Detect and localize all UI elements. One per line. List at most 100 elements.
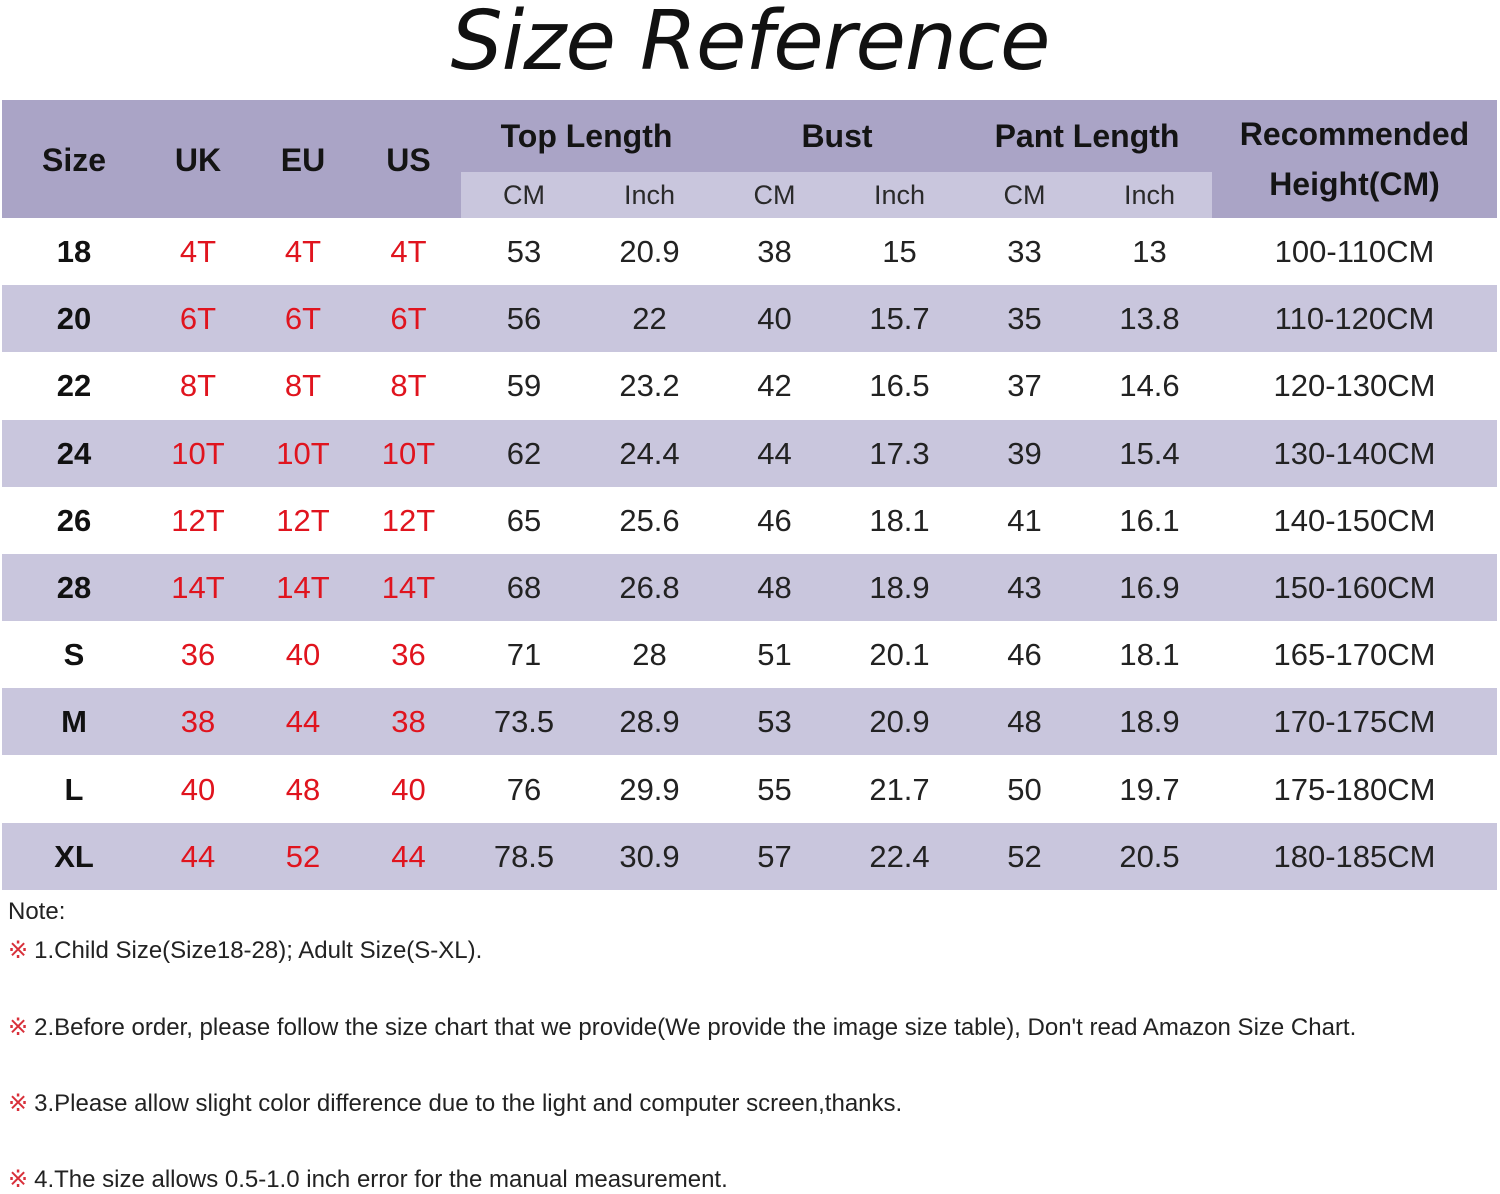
cell-top-cm: 53 [506,234,542,269]
cell-eu: 40 [285,637,321,673]
cell-height: 180-185CM [1273,838,1436,874]
cell-top-cm: 65 [506,502,542,538]
cell-us: 4T [390,234,427,269]
cell-pant-inch: 13 [1132,234,1167,269]
cell-pant-cm: 50 [1007,771,1042,807]
cell-bust-cm: 40 [757,301,792,337]
cell-us: 8T [390,368,427,404]
cell-pant-inch: 16.9 [1119,570,1180,605]
header-uk: UK [174,142,222,178]
cell-us: 44 [391,838,426,874]
cell-bust-inch: 17.3 [869,435,930,471]
note-text: 4.The size allows 0.5-1.0 inch error for… [34,1166,728,1193]
cell-eu: 14T [276,570,330,605]
cell-top-inch: 23.2 [619,368,680,404]
table-row: M 38 44 38 73.5 28.9 53 20.9 48 18.9 170-175CM [2,688,1497,756]
note-text: 2.Before order, please follow the size c… [34,1014,1357,1041]
cell-us: 38 [391,704,426,740]
cell-top-inch: 20.9 [619,234,680,269]
note-item: ※ 1.Child Size(Size18-28); Adult Size(S-X… [8,936,482,965]
cell-size: M [61,704,87,740]
cell-height: 175-180CM [1273,771,1436,807]
cell-uk: 6T [179,301,217,337]
cell-pant-inch: 16.1 [1119,502,1180,538]
cell-top-cm: 71 [506,637,542,673]
cell-top-cm: 73.5 [493,704,555,740]
cell-height: 100-110CM [1274,234,1435,269]
cell-eu: 8T [284,368,322,404]
reference-mark-icon: ※ [8,1090,29,1117]
cell-top-inch: 22 [632,301,667,337]
table-row: 22 8T 8T 8T 59 23.2 42 16.5 37 14.6 120-130CM [2,352,1497,419]
cell-top-inch: 26.8 [619,570,680,605]
cell-top-cm: 56 [506,301,542,337]
cell-bust-cm: 53 [757,704,792,740]
cell-size: 28 [56,570,92,605]
cell-eu: 6T [284,301,322,337]
cell-pant-inch: 20.5 [1119,838,1180,874]
cell-eu: 44 [285,704,321,740]
cell-uk: 40 [180,771,216,807]
cell-size: XL [54,838,94,874]
cell-pant-inch: 18.9 [1119,704,1180,740]
cell-eu: 10T [276,435,330,471]
cell-pant-cm: 48 [1007,704,1042,740]
cell-pant-inch: 18.1 [1119,637,1180,673]
subheader-pant-cm: CM [1003,180,1046,210]
subheader-bust-inch: Inch [873,180,926,210]
cell-top-cm: 78.5 [493,838,555,874]
reference-mark-icon: ※ [8,937,29,964]
table-row: 28 14T 14T 14T 68 26.8 48 18.9 43 16.9 150-160CM [2,554,1497,621]
subheader-band [461,172,1212,218]
cell-bust-cm: 42 [757,368,792,404]
cell-height: 140-150CM [1273,502,1436,538]
cell-height: 165-170CM [1273,637,1436,673]
cell-pant-cm: 37 [1007,368,1042,404]
cell-eu: 4T [284,234,322,269]
header-recommended: Recommended [1239,116,1470,152]
table-row: 24 10T 10T 10T 62 24.4 44 17.3 39 15.4 130-140CM [2,419,1497,487]
subheader-top-inch: Inch [623,180,676,210]
cell-bust-inch: 18.1 [869,502,930,538]
cell-pant-inch: 15.4 [1119,435,1180,471]
header-size: Size [41,142,107,178]
cell-bust-inch: 20.1 [869,637,930,673]
cell-pant-cm: 33 [1007,234,1042,269]
notes-label: Note: [8,898,66,925]
cell-us: 12T [381,502,436,538]
cell-top-inch: 28.9 [619,704,680,740]
header-height: Height(CM) [1269,166,1440,202]
subheader-top-cm: CM [503,180,545,210]
cell-pant-cm: 46 [1007,637,1042,673]
cell-bust-inch: 22.4 [869,838,930,874]
cell-top-inch: 25.6 [619,502,680,538]
cell-pant-cm: 35 [1007,301,1042,337]
cell-size: 18 [56,234,92,269]
cell-eu: 48 [285,771,321,807]
cell-bust-inch: 15.7 [869,301,930,337]
cell-uk: 14T [171,570,225,605]
cell-bust-cm: 46 [757,502,792,538]
cell-size: 20 [56,301,92,337]
subheader-pant-inch: Inch [1123,180,1176,210]
header-bust: Bust [801,118,873,154]
cell-height: 110-120CM [1274,301,1435,337]
note-item: ※ 4.The size allows 0.5-1.0 inch error fo… [8,1165,728,1194]
cell-pant-cm: 43 [1007,570,1042,605]
cell-top-inch: 24.4 [619,435,680,471]
cell-bust-inch: 20.9 [869,704,930,740]
cell-pant-cm: 39 [1007,435,1042,471]
header-pant-length: Pant Length [994,118,1180,154]
cell-height: 120-130CM [1273,368,1436,404]
note-text: 1.Child Size(Size18-28); Adult Size(S-XL… [34,937,483,964]
cell-us: 36 [391,637,426,673]
header-eu: EU [280,142,326,178]
cell-us: 40 [391,771,426,807]
cell-uk: 12T [171,502,225,538]
cell-size: 22 [56,368,92,404]
cell-height: 130-140CM [1273,435,1436,471]
table-row: XL 44 52 44 78.5 30.9 57 22.4 52 20.5 180-185CM [2,822,1497,890]
cell-bust-inch: 16.5 [869,368,930,404]
cell-height: 150-160CM [1273,570,1436,605]
cell-top-inch: 28 [632,637,667,673]
